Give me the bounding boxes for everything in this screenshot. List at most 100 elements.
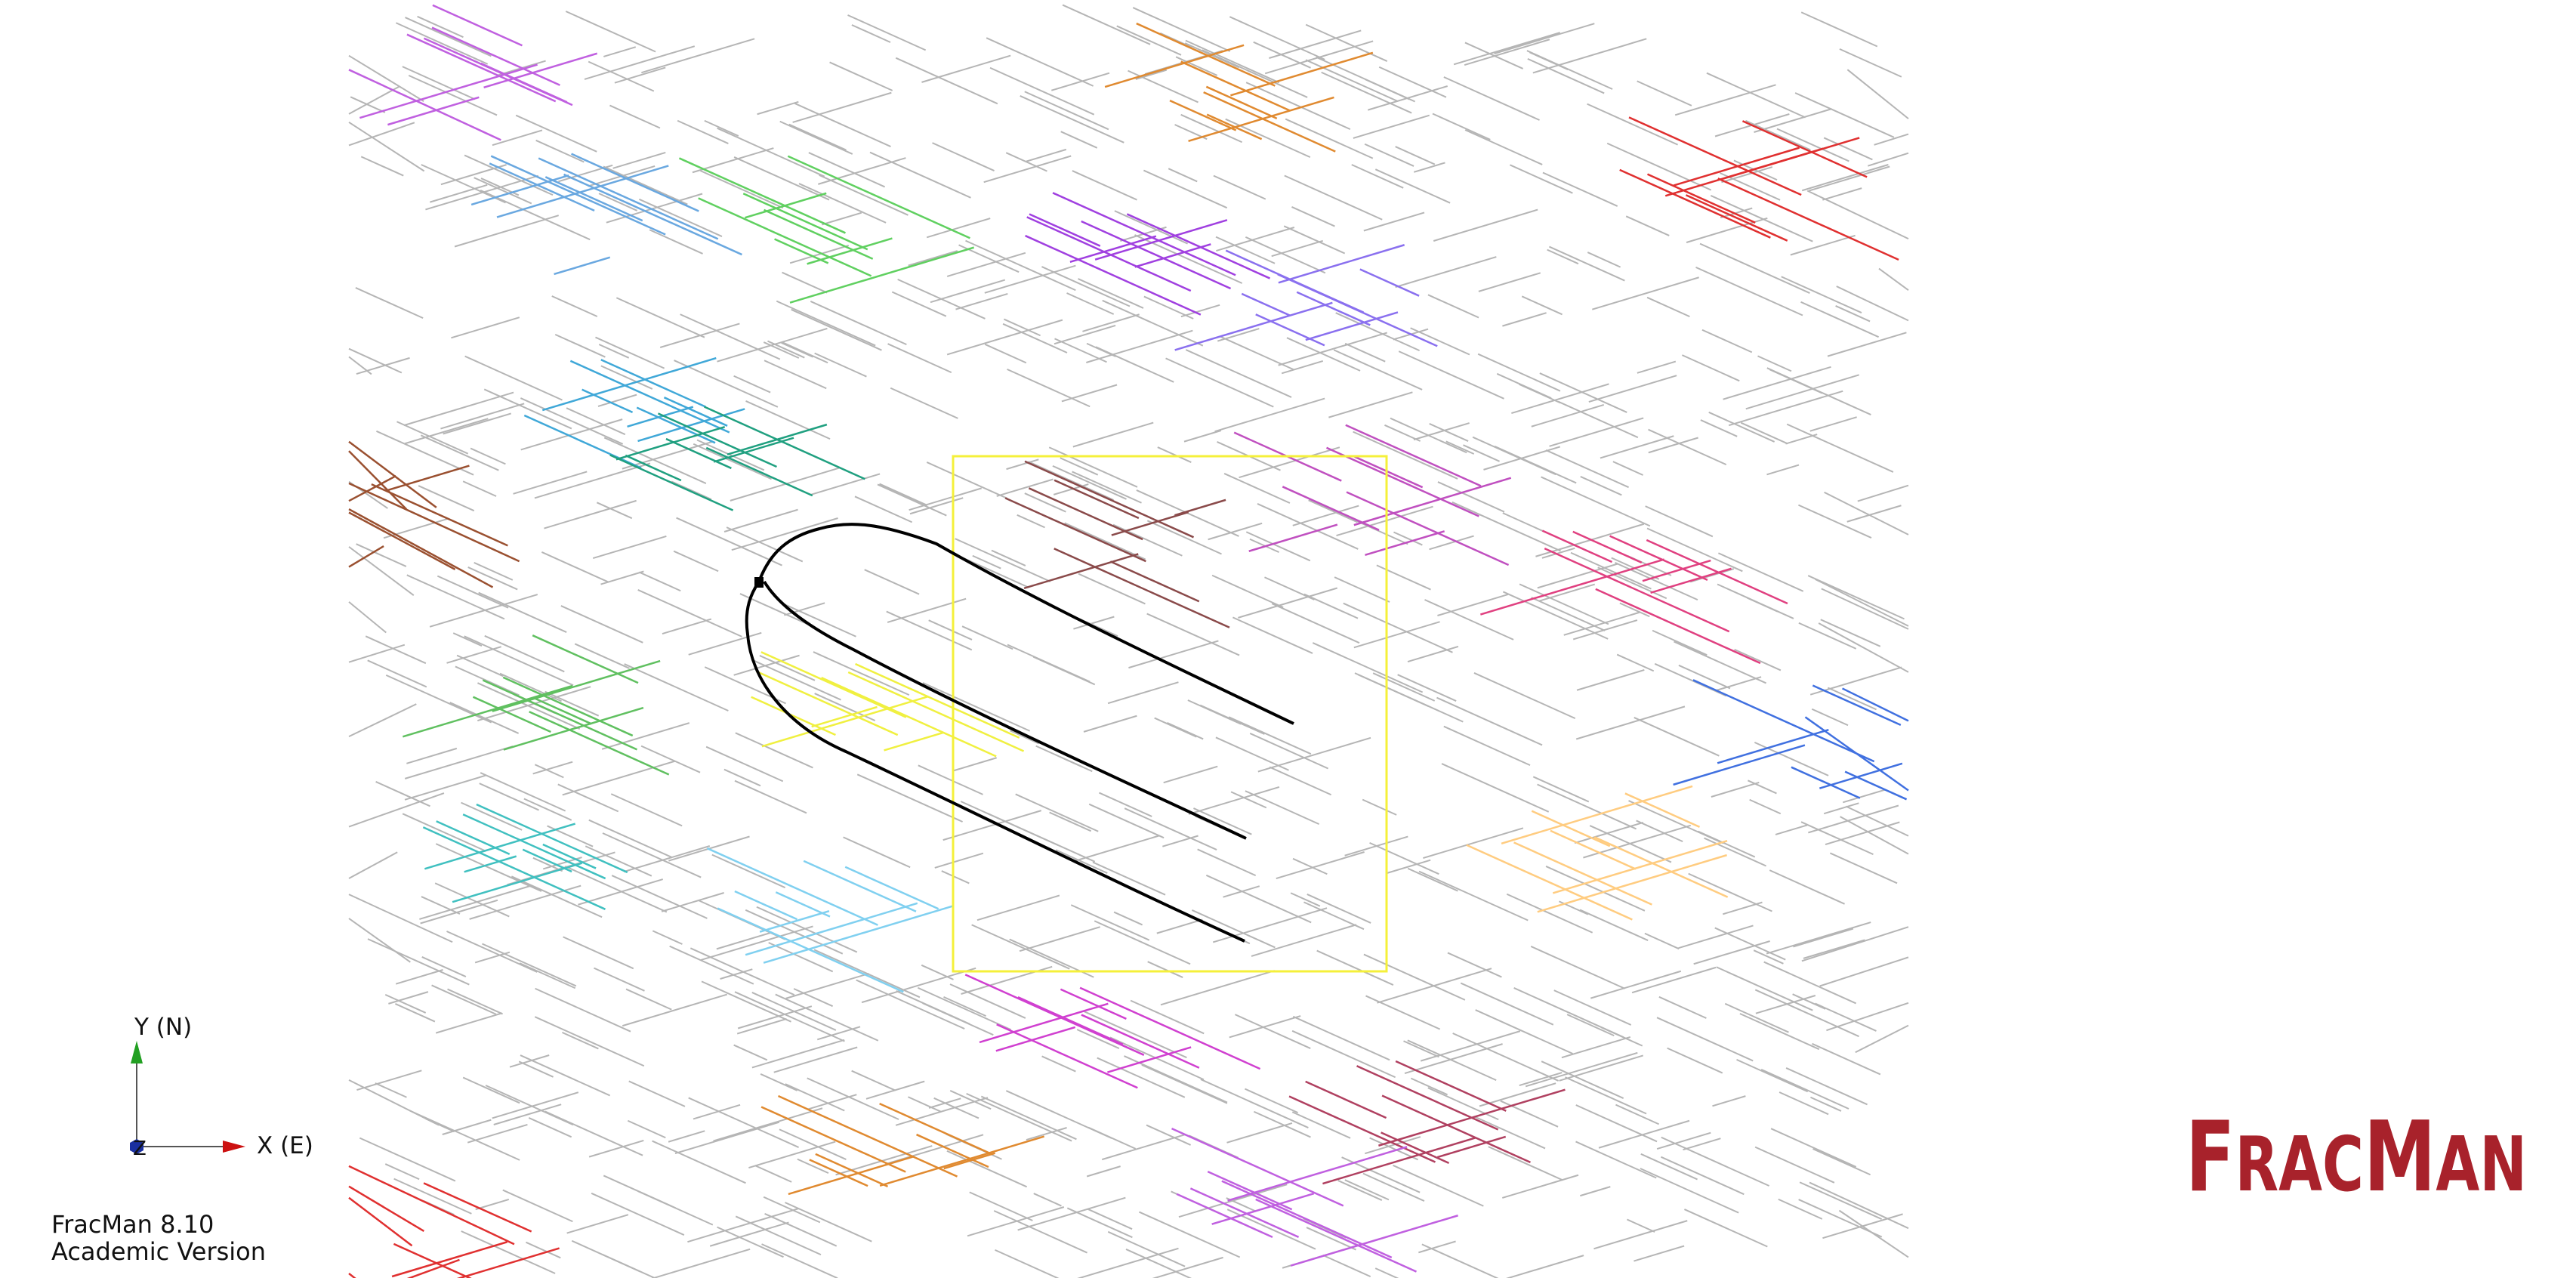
background-fracture-trace [1363,953,1466,1001]
background-fracture-trace [1157,446,1192,463]
background-fracture-trace [1845,805,1909,837]
background-fracture-trace [1496,372,1552,400]
background-fracture-trace [462,1076,520,1104]
well-head-marker [754,577,764,588]
fracture-set-trace [821,677,997,758]
fracture-set-trace [1365,530,1445,557]
background-fracture-trace [431,984,497,1015]
background-fracture-trace [1432,113,1491,140]
background-fracture-trace [602,1254,657,1278]
background-fracture-trace [1464,129,1543,165]
fracture-set-trace [393,1242,472,1278]
background-fracture-trace [462,480,497,497]
fracture-set-trace [844,866,939,910]
fracture-set-trace [879,1102,992,1155]
background-fracture-trace [723,768,761,787]
fracture-set-trace [774,238,829,264]
background-fracture-trace [1285,118,1374,159]
background-fracture-trace [1441,763,1550,813]
fracture-set-trace [1544,547,1730,633]
background-fracture-trace [1087,1126,1137,1150]
background-fracture-trace [917,986,1012,1031]
background-fracture-trace [526,1241,561,1259]
background-fracture-trace [566,1214,629,1234]
background-fracture-trace [1519,1072,1563,1086]
background-fracture-trace [396,421,469,455]
background-fracture-trace [1755,995,1816,1014]
background-fracture-trace [409,1110,520,1161]
background-fracture-trace [949,983,1026,1019]
fracture-set-trace [1227,1146,1408,1202]
fracture-set-trace [522,848,572,873]
background-fracture-trace [1827,332,1907,357]
fracture-set-trace [1230,51,1374,97]
background-fracture-trace [1376,564,1431,591]
background-fracture-trace [1619,602,1650,618]
background-fracture-trace [726,526,804,563]
fracture-set-trace [657,412,777,468]
fracture-set-trace [348,545,384,568]
background-fracture-trace [1101,1133,1186,1161]
background-fracture-trace [622,993,727,1027]
background-fracture-trace [584,45,696,80]
background-fracture-trace [402,66,476,100]
background-fracture-trace [1531,404,1605,428]
fracture-set-trace [1628,116,1802,196]
background-fracture-trace [967,1206,1065,1237]
background-fracture-trace [1124,1055,1228,1104]
background-fracture-trace [1857,484,1909,502]
background-fracture-trace [1766,367,1871,415]
background-fracture-trace [1473,672,1576,720]
background-fracture-trace [1541,476,1651,527]
background-fracture-trace [1160,970,1276,1006]
background-fracture-trace [1377,968,1492,1004]
fracture-set-trace [489,162,595,211]
background-fracture-trace [1819,956,1909,987]
fracture-set-trace [406,33,557,103]
background-fracture-trace [1809,416,1857,432]
fracture-set-trace [764,208,874,260]
fracture-set-trace [1609,535,1708,581]
background-fracture-trace [1284,174,1383,221]
background-fracture-trace [1269,29,1362,59]
fracture-set-trace [1206,113,1263,140]
background-fracture-trace [1156,918,1203,934]
background-fracture-trace [1041,1055,1076,1073]
background-fracture-trace [1561,1036,1631,1059]
background-fracture-trace [748,1141,836,1168]
background-fracture-trace [1146,613,1240,656]
background-fracture-trace [475,1198,510,1211]
background-fracture-trace [482,943,577,987]
well-paths[interactable] [745,523,1294,943]
background-fracture-trace [704,119,739,137]
background-fracture-trace [535,987,631,1033]
background-fracture-trace [1386,859,1431,875]
background-fracture-trace [1424,599,1514,641]
background-fracture-trace [1072,471,1142,504]
fracture-set-trace [1203,91,1336,153]
background-fracture-trace [1006,458,1039,471]
selection-box[interactable] [952,455,1388,973]
background-fracture-trace [965,239,1076,292]
background-fracture-trace [547,825,594,847]
fracture-set-trace [996,1023,1138,1089]
background-fracture-trace [623,845,711,873]
fracture-set-trace [1619,168,1771,239]
background-fracture-trace [1527,57,1605,94]
background-fracture-trace [864,569,920,595]
fracture-set-trace [1541,529,1612,563]
background-fracture-trace [1066,292,1115,315]
background-fracture-trace [1353,621,1440,649]
background-fracture-trace [1032,656,1096,686]
background-fracture-trace [1842,789,1886,804]
fracture-set-trace [541,357,717,412]
fracture-set-trace [1345,424,1482,487]
background-fracture-trace [716,931,773,950]
background-fracture-trace [1398,350,1504,400]
background-fracture-trace [1822,187,1862,201]
background-fracture-trace [1660,1156,1745,1196]
fracture-set-trace [1026,216,1192,292]
background-fracture-trace [921,964,954,980]
background-fracture-trace [1477,353,1561,392]
